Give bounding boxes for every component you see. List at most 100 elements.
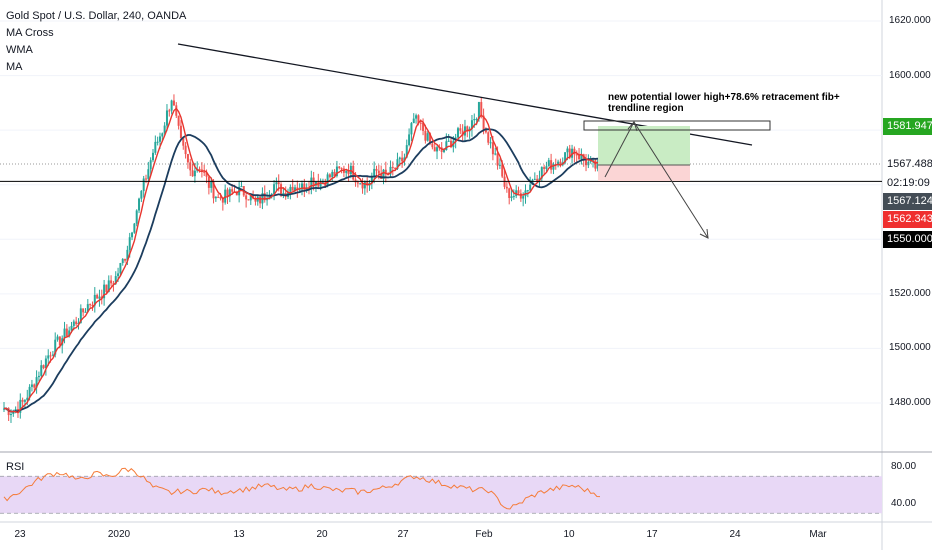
rsi-indicator-label[interactable]: RSI <box>6 461 25 473</box>
candle-body <box>466 126 469 132</box>
candle-body <box>273 184 276 194</box>
candle-body <box>331 171 334 178</box>
resistance-box <box>583 120 771 131</box>
candle-body <box>361 183 364 189</box>
candle-body <box>475 118 478 120</box>
candle-body <box>564 152 567 163</box>
candle-body <box>21 399 24 402</box>
time-label-24: 24 <box>729 529 741 540</box>
candle-body <box>63 328 66 339</box>
candle-body <box>305 187 308 191</box>
symbol-title[interactable]: Gold Spot / U.S. Dollar, 240, OANDA <box>6 10 187 22</box>
candle-body <box>249 195 252 201</box>
candle-body <box>259 196 262 204</box>
candle-body <box>450 140 452 148</box>
time-label-27: 27 <box>397 529 409 540</box>
candle-body <box>103 284 106 299</box>
candle-body <box>112 283 115 285</box>
candle-body <box>382 169 385 179</box>
candle-body <box>531 179 534 185</box>
candle-body <box>456 128 459 138</box>
candle-body <box>30 384 33 387</box>
indicator-ma[interactable]: MA <box>6 61 23 73</box>
candle-body <box>266 199 269 201</box>
candle-body <box>65 328 68 337</box>
candle-body <box>578 155 581 160</box>
candle-body <box>245 195 248 200</box>
candle-body <box>573 148 576 155</box>
candle-body <box>594 160 597 169</box>
candle-body <box>145 178 148 180</box>
price-tag-tag-1567-124: 1567.124 <box>883 193 932 210</box>
candle-body <box>177 115 180 126</box>
candle-body <box>491 142 494 155</box>
candle-body <box>207 176 210 188</box>
candle-body <box>394 167 397 169</box>
candle-body <box>152 152 154 161</box>
candle-body <box>280 184 283 196</box>
rsi-line <box>3 467 601 510</box>
candle-body <box>170 100 173 111</box>
candle-body <box>489 142 492 144</box>
candle-body <box>512 196 515 198</box>
candle-body <box>54 339 57 355</box>
candle-body <box>117 273 120 277</box>
candle-body <box>396 159 399 169</box>
candle-body <box>408 134 411 146</box>
candle-body <box>203 171 206 173</box>
candle-body <box>114 276 117 284</box>
candle-body <box>156 141 159 143</box>
time-label-mar: Mar <box>809 529 827 540</box>
candle-body <box>147 169 150 179</box>
candle-body <box>140 190 143 199</box>
candle-body <box>501 164 504 177</box>
candle-body <box>37 375 40 378</box>
annotation-line-1: new potential lower high+78.6% retraceme… <box>608 92 840 103</box>
indicator-wma[interactable]: WMA <box>6 44 33 56</box>
candle-body <box>484 129 487 133</box>
candle-body <box>445 141 448 151</box>
candle-body <box>119 263 122 274</box>
candle-body <box>158 136 161 142</box>
candle-body <box>275 182 278 185</box>
candle-body <box>480 102 483 116</box>
candle-body <box>91 305 94 307</box>
price-tick-1500: 1500.000 <box>889 342 931 353</box>
chart-annotation[interactable]: new potential lower high+78.6% retraceme… <box>608 92 848 114</box>
candle-body <box>391 166 394 168</box>
price-tick-1620: 1620.000 <box>889 15 931 26</box>
candle-body <box>401 157 404 162</box>
candle-body <box>422 122 425 131</box>
candle-body <box>482 115 485 130</box>
candle-body <box>519 193 522 199</box>
time-label-2020: 2020 <box>107 529 131 540</box>
candle-body <box>23 400 26 402</box>
candle-body <box>319 182 322 187</box>
candle-body <box>384 169 387 175</box>
candle-body <box>172 100 175 106</box>
candle-body <box>198 168 201 170</box>
candle-body <box>254 198 257 202</box>
candle-body <box>540 167 543 179</box>
candle-body <box>410 123 413 135</box>
candle-body <box>356 182 359 184</box>
candle-body <box>347 170 350 175</box>
candle-body <box>154 141 157 153</box>
candle-body <box>26 397 29 401</box>
candle-body <box>193 170 196 177</box>
candle-body <box>568 148 571 158</box>
candle-body <box>375 168 378 171</box>
candle-body <box>289 186 292 192</box>
annotation-line-2: trendline region <box>608 103 684 114</box>
candle-body <box>240 186 243 188</box>
candle-body <box>121 259 124 264</box>
indicator-ma-cross[interactable]: MA Cross <box>6 27 54 39</box>
candle-body <box>191 170 194 177</box>
candle-body <box>522 196 525 199</box>
candle-body <box>133 223 136 233</box>
candle-body <box>596 161 599 169</box>
candle-body <box>226 189 229 197</box>
candle-body <box>461 130 464 136</box>
